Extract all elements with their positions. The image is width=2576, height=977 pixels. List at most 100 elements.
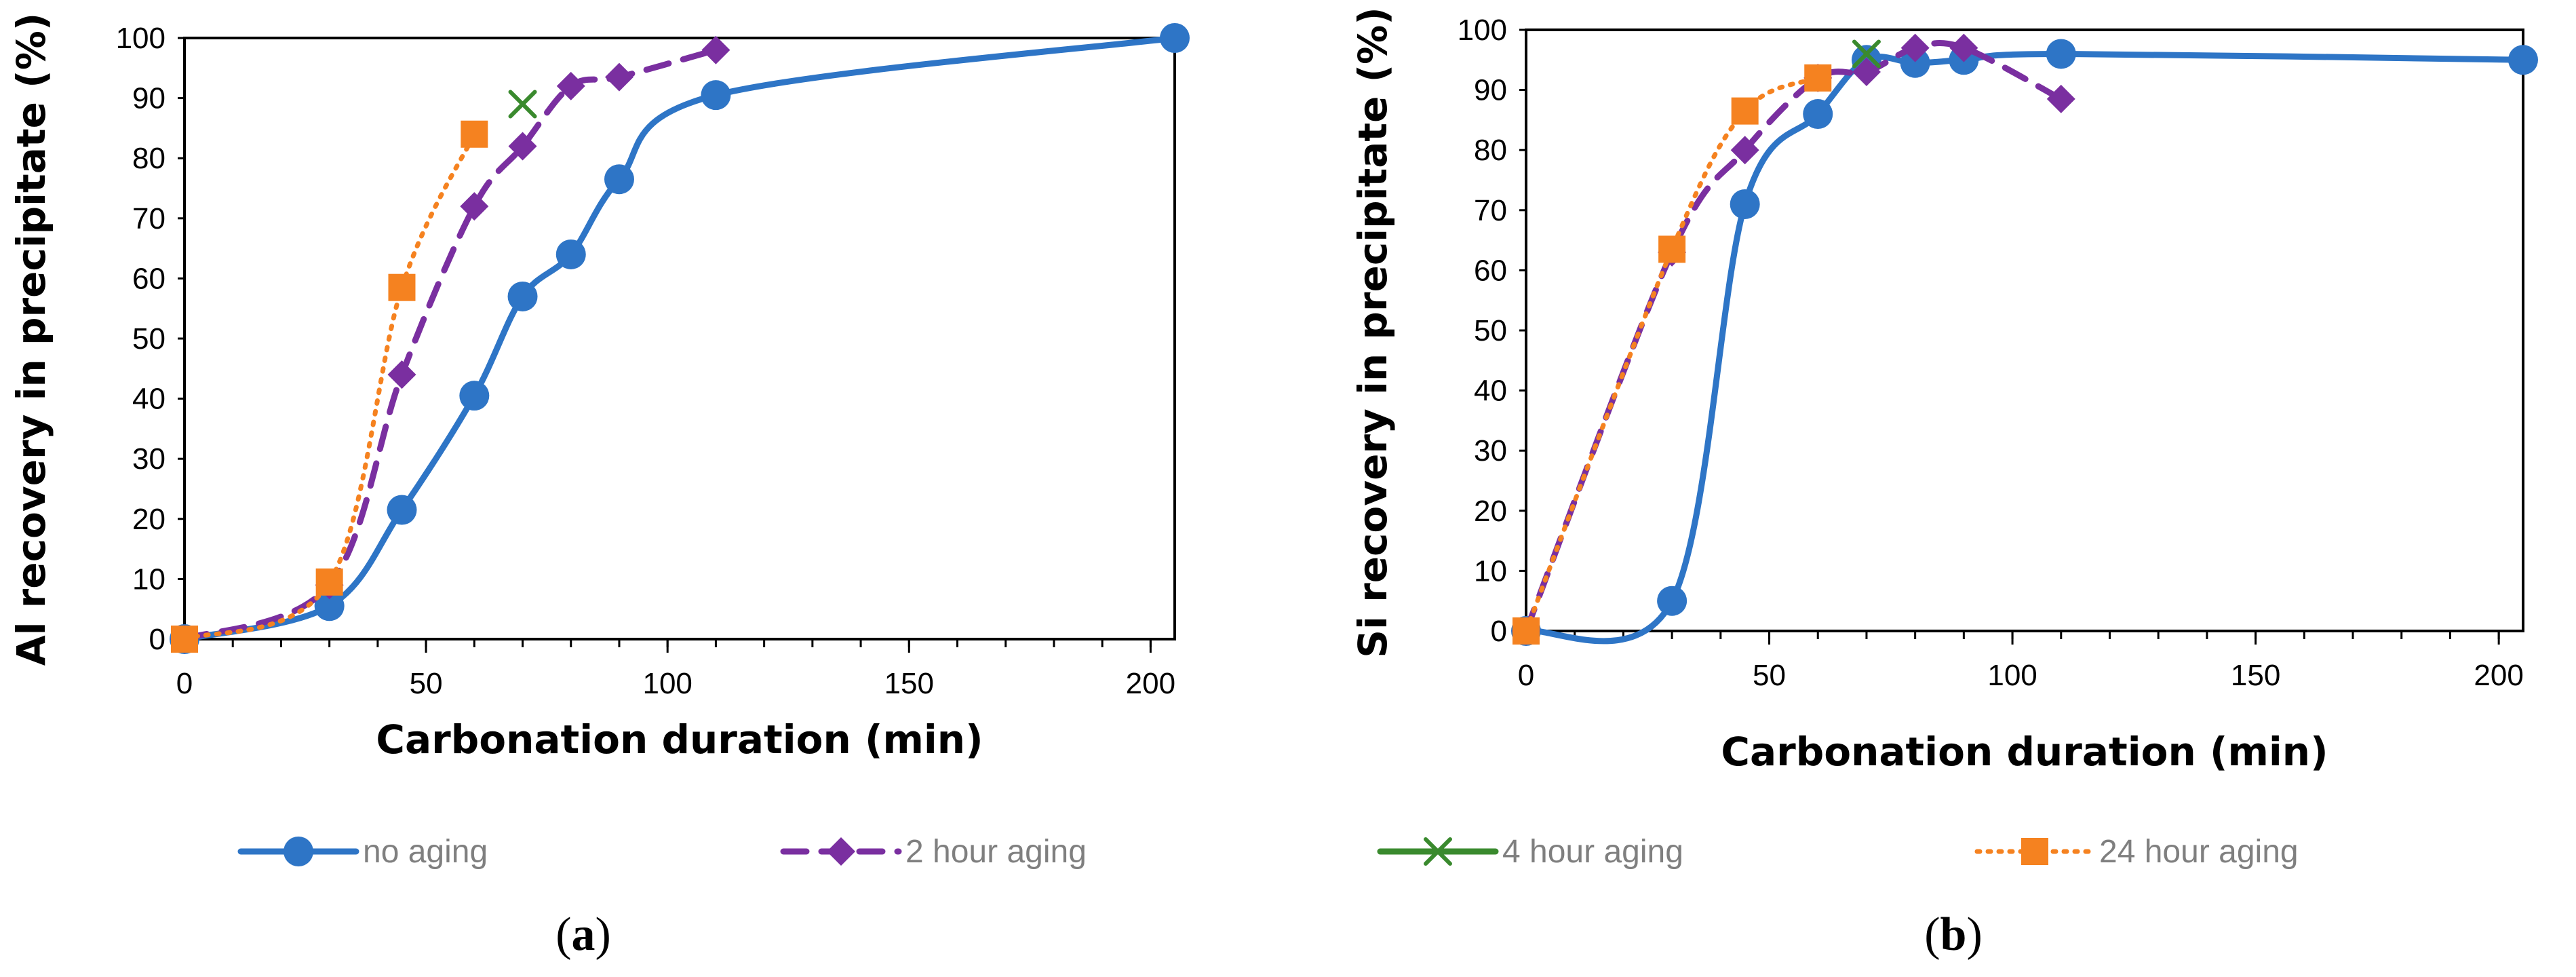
panel-b-y-tick-label: 80	[1474, 134, 1507, 167]
panel-b-y-ticks: 0 10 20 30 40 50 60 70 80 90 100	[1458, 14, 1526, 648]
panel-b-point-2-hour-aging-80	[1900, 33, 1930, 62]
panel-b-point-no-aging-45	[1730, 189, 1760, 219]
panel-a-x-axis-title: Carbonation duration (min)	[376, 716, 983, 763]
legend-marker-no-aging	[284, 837, 313, 866]
panel-b-series-24-hour-aging	[1513, 64, 1832, 645]
panel-b-line-24-hour-aging	[1523, 75, 1820, 634]
panel-b-x-tick-label: 100	[1987, 659, 2037, 692]
panel-b-point-no-aging-110	[2046, 39, 2076, 69]
panel-a-y-tick-label: 100	[116, 22, 165, 55]
panel-a-x-tick-label: 200	[1126, 667, 1175, 700]
panel-b-x-axis-title: Carbonation duration (min)	[1721, 729, 2328, 775]
legend-label-24-hour-aging: 24 hour aging	[2099, 834, 2299, 870]
panel-b-point-no-aging-60	[1803, 99, 1833, 130]
panel-a-label-letter: a	[572, 908, 596, 961]
legend-marker-4-hour-aging	[1424, 837, 1452, 866]
panel-a-point-4-hour-aging-70	[508, 90, 537, 119]
panel-a-point-2-hour-aging-110	[701, 35, 730, 64]
legend-label-4-hour-aging: 4 hour aging	[1502, 834, 1683, 870]
panel-b-point-no-aging-30	[1657, 586, 1687, 616]
legend: no aging 2 hour aging 4 hour aging 24 hour …	[237, 834, 2299, 870]
legend-label-no-aging: no aging	[363, 834, 488, 870]
panel-a-point-no-aging-60	[459, 381, 490, 411]
panel-b-x-tick-label: 0	[1518, 659, 1534, 692]
panel-b-y-tick-label: 10	[1474, 554, 1507, 588]
panel-b-chart: 0 10 20 30 40 50 60 70 80 90 100 0 50 100 150 200 Carb…	[1350, 7, 2538, 961]
panel-b-y-tick-label: 20	[1474, 495, 1507, 528]
panel-b-label: (b)	[1924, 908, 1983, 961]
panel-a-series-4-hour-aging	[508, 90, 537, 119]
panel-a-y-tick-label: 40	[132, 383, 165, 416]
panel-b-series-4-hour-aging	[1852, 39, 1881, 69]
panel-b-y-tick-label: 50	[1474, 314, 1507, 347]
panel-b-y-tick-label: 60	[1474, 254, 1507, 287]
panel-a-y-ticks: 0 10 20 30 40 50 60 70 80 90 100	[116, 22, 184, 656]
panel-a-point-no-aging-90	[604, 164, 634, 195]
panel-b-y-tick-label: 100	[1458, 14, 1507, 47]
panel-a-point-24-hour-aging-0	[171, 626, 198, 653]
legend-marker-24-hour-aging	[2021, 838, 2048, 865]
panel-a-point-no-aging-110	[701, 80, 731, 111]
panel-a-point-no-aging-80	[555, 239, 586, 269]
legend-item-2-hour-aging: 2 hour aging	[780, 834, 1087, 870]
panel-a-series	[170, 23, 1190, 654]
panel-b-label-letter: b	[1940, 908, 1967, 961]
panel-b-point-24-hour-aging-0	[1513, 617, 1540, 645]
panel-a-point-2-hour-aging-70	[508, 132, 537, 161]
panel-b-y-tick-label: 90	[1474, 74, 1507, 107]
panel-b-point-24-hour-aging-30	[1658, 235, 1686, 263]
panel-a-y-tick-label: 70	[132, 202, 165, 235]
panel-a-point-24-hour-aging-45	[388, 273, 416, 301]
panel-a-y-tick-label: 60	[132, 262, 165, 295]
panel-a-point-no-aging-205	[1160, 23, 1190, 53]
panel-b-y-axis-title: Si recovery in precipitate (%)	[1350, 7, 1396, 658]
panel-b-point-2-hour-aging-110	[2046, 84, 2075, 113]
panel-a-x-tick-label: 50	[410, 667, 443, 700]
panel-a-x-tick-label: 100	[642, 667, 692, 700]
panel-a-point-no-aging-45	[387, 495, 417, 525]
panel-b-point-4-hour-aging-70	[1852, 39, 1881, 69]
panel-b-y-tick-label: 30	[1474, 434, 1507, 467]
panel-b-point-24-hour-aging-60	[1804, 64, 1832, 92]
panel-a-y-tick-label: 30	[132, 442, 165, 476]
panel-a-point-no-aging-70	[507, 281, 538, 311]
panel-b-y-tick-label: 40	[1474, 375, 1507, 408]
panel-a-line-no-aging	[181, 35, 1178, 643]
panel-a-point-2-hour-aging-80	[556, 71, 585, 100]
panel-b-y-tick-label: 70	[1474, 194, 1507, 227]
panel-a-y-axis-title: Al recovery in precipitate (%)	[8, 13, 54, 666]
panel-a-point-no-aging-30	[314, 591, 345, 621]
panel-a-x-tick-label: 0	[176, 667, 193, 700]
panel-a-point-2-hour-aging-45	[387, 360, 416, 389]
panel-b-point-2-hour-aging-45	[1730, 136, 1759, 165]
panel-a-plot-area	[183, 37, 1176, 640]
panel-a-series-24-hour-aging	[171, 120, 488, 653]
legend-item-no-aging: no aging	[237, 834, 488, 870]
panel-a-x-tick-label: 150	[884, 667, 934, 700]
legend-item-4-hour-aging: 4 hour aging	[1377, 834, 1683, 870]
legend-marker-2-hour-aging	[827, 837, 855, 866]
panel-b-y-tick-label: 0	[1491, 615, 1507, 648]
panel-a-y-tick-label: 80	[132, 142, 165, 175]
panel-b-point-2-hour-aging-70	[1852, 58, 1881, 87]
panel-a-point-2-hour-aging-90	[604, 62, 633, 92]
panel-a-line-24-hour-aging	[182, 132, 477, 642]
panel-b-point-2-hour-aging-90	[1949, 33, 1978, 62]
panel-b-series	[1511, 33, 2538, 646]
panel-a-y-tick-label: 20	[132, 503, 165, 536]
legend-item-24-hour-aging: 24 hour aging	[1974, 834, 2299, 870]
panel-a-y-tick-label: 90	[132, 82, 165, 115]
panel-b-plot-area	[1525, 28, 2524, 632]
panel-a-x-ticks: 0 50 100 150 200	[176, 639, 1175, 700]
panel-b-point-no-aging-205	[2508, 45, 2538, 75]
panel-b-x-tick-label: 200	[2474, 659, 2523, 692]
panel-a-y-tick-label: 0	[149, 623, 165, 656]
panel-a-point-2-hour-aging-60	[460, 192, 489, 221]
panel-b-x-tick-label: 50	[1753, 659, 1786, 692]
panel-a-label: (a)	[555, 908, 611, 961]
panel-b-x-tick-label: 150	[2231, 659, 2280, 692]
panel-b-point-24-hour-aging-45	[1731, 97, 1759, 125]
panel-b-point-no-aging-80	[1900, 47, 1930, 78]
panel-a-point-24-hour-aging-30	[315, 568, 343, 596]
